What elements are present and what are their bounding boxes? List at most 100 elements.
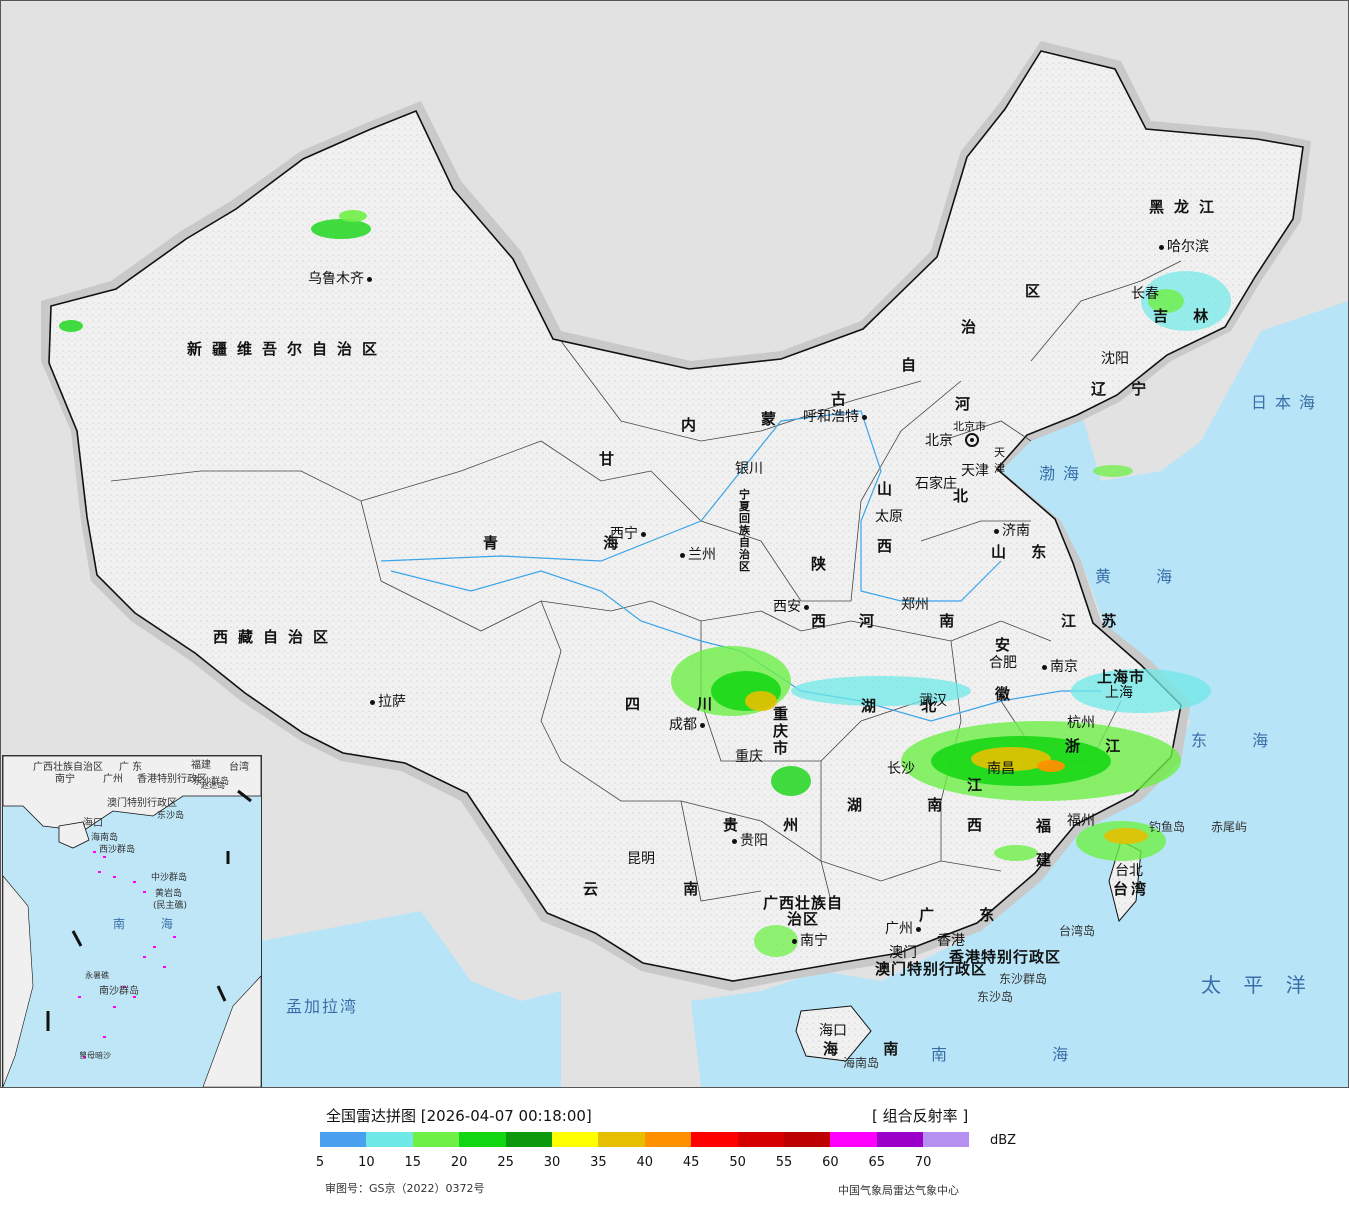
inset-canvas: [3, 756, 261, 1087]
city-label: 沈阳: [1101, 351, 1129, 367]
city-harbin[interactable]: 哈尔滨: [1156, 239, 1209, 255]
city-dot: [1042, 664, 1047, 670]
city-beijing[interactable]: 北京: [925, 433, 953, 449]
city-dot: [641, 531, 646, 537]
city-changsha[interactable]: 长沙: [887, 761, 915, 777]
radar-echoes: [59, 210, 1231, 957]
city-urumqi[interactable]: 乌鲁木齐: [308, 271, 375, 287]
city-xian[interactable]: 西安: [773, 599, 812, 615]
city-zhengzhou[interactable]: 郑州: [901, 597, 929, 613]
inset-label-dongsha-island: 东沙岛: [157, 811, 185, 821]
province-jilin: 吉 林: [1153, 307, 1219, 325]
province-hk: 香港特别行政区: [949, 948, 1062, 966]
legend-credit: 中国气象局雷达气象中心: [838, 1184, 959, 1197]
province-neimenggu-2: 蒙: [761, 410, 787, 428]
city-taipei[interactable]: 台北: [1115, 863, 1143, 879]
map-canvas: [41, 41, 1348, 1087]
city-wuhan[interactable]: 武汉: [919, 693, 947, 709]
city-dot: [862, 414, 867, 420]
province-yunnan: 云 南: [583, 880, 739, 898]
radar-map[interactable]: 新疆维吾尔自治区 西藏自治区 青 海 甘 内 蒙 古 自 治 区 黑龙江 吉 林…: [0, 0, 1349, 1088]
city-label: 石家庄: [915, 476, 957, 492]
city-label: 哈尔滨: [1167, 239, 1209, 255]
city-haikou[interactable]: 海口: [819, 1023, 847, 1039]
legend-tick: 60: [822, 1155, 839, 1170]
city-changchun[interactable]: 长春: [1131, 286, 1159, 302]
city-nanjing[interactable]: 南京: [1039, 659, 1078, 675]
inset-label-taiwan: 台湾: [229, 762, 249, 773]
city-lhasa[interactable]: 拉萨: [367, 694, 406, 710]
city-label: 太原: [875, 509, 903, 525]
city-label: 天津: [961, 463, 989, 479]
province-shanghai: 上海市: [1097, 668, 1146, 686]
color-swatch: [598, 1132, 645, 1147]
city-label: 海口: [819, 1023, 847, 1039]
city-hohhot[interactable]: 呼和浩特: [803, 409, 870, 425]
color-swatch: [876, 1132, 924, 1147]
province-macau: 澳门特别行政区: [875, 960, 988, 978]
city-hangzhou[interactable]: 杭州: [1067, 715, 1095, 731]
city-tianjin[interactable]: 天津: [961, 463, 989, 479]
city-hongkong[interactable]: 香港: [937, 933, 965, 949]
color-swatch: [320, 1132, 367, 1147]
city-label: 南京: [1050, 659, 1078, 675]
city-jinan[interactable]: 济南: [991, 523, 1030, 539]
city-xining[interactable]: 西宁: [610, 526, 649, 542]
city-shijiazhuang[interactable]: 石家庄: [915, 476, 957, 492]
color-swatch: [412, 1132, 460, 1147]
city-taiyuan[interactable]: 太原: [875, 509, 903, 525]
city-kunming[interactable]: 昆明: [627, 851, 655, 867]
color-swatch: [644, 1132, 692, 1147]
city-shenyang[interactable]: 沈阳: [1101, 351, 1129, 367]
south-sea-inset[interactable]: 广西壮族自治区 南宁 广 东 广州 福建 台湾 香港特别行政区 澳门特别行政区 …: [2, 755, 262, 1087]
island-hainan: 海南岛: [843, 1056, 880, 1070]
province-guizhou: 贵 州: [723, 816, 819, 834]
province-shaanxi-1: 陕: [811, 555, 837, 573]
city-yinchuan[interactable]: 银川: [735, 461, 763, 477]
legend-tick: 40: [636, 1155, 654, 1170]
island-dongsha: 东沙岛: [977, 990, 1014, 1004]
city-label: 成都: [669, 717, 697, 733]
city-nanning[interactable]: 南宁: [789, 933, 828, 949]
city-label: 南宁: [800, 933, 828, 949]
hainan-shape: [795, 1005, 872, 1062]
province-tianjin: 天津: [994, 446, 1005, 475]
province-jiangxi-1: 江: [967, 776, 993, 794]
city-label: 长沙: [887, 761, 915, 777]
city-guiyang[interactable]: 贵阳: [729, 833, 768, 849]
legend-tick: 70: [914, 1155, 932, 1170]
city-label: 广州: [885, 921, 913, 937]
city-label: 呼和浩特: [803, 409, 859, 425]
city-chongqing[interactable]: 重庆: [735, 749, 763, 765]
city-label: 南昌: [987, 761, 1015, 777]
city-label: 西宁: [610, 526, 638, 542]
inset-label-zhaoshu: 赵述岛: [201, 781, 225, 790]
city-shanghai[interactable]: 上海: [1105, 685, 1133, 701]
city-label: 福州: [1067, 813, 1095, 829]
inset-label-huangyan: 黄岩岛: [155, 889, 183, 899]
city-hefei[interactable]: 合肥: [989, 655, 1017, 671]
legend: 全国雷达拼图 [2026-04-07 00:18:00] [ 组合反射率 ] d…: [0, 1088, 1349, 1208]
city-label: 杭州: [1067, 715, 1095, 731]
city-nanchang[interactable]: 南昌: [987, 761, 1015, 777]
city-dot: [1159, 244, 1164, 250]
inset-label-nanning: 南宁: [55, 774, 75, 785]
island-dongsha-qundao: 东沙群岛: [999, 972, 1048, 986]
city-label: 银川: [735, 461, 763, 477]
city-guangzhou[interactable]: 广州: [885, 921, 924, 937]
province-jiangsu: 江 苏: [1061, 612, 1127, 630]
city-lanzhou[interactable]: 兰州: [677, 547, 716, 563]
inset-label-zhongsha: 中沙群岛: [151, 873, 188, 883]
province-jiangxi-2: 西: [967, 816, 993, 834]
province-hunan: 湖 南: [847, 796, 973, 814]
city-label: 北京: [925, 433, 953, 449]
legend-unit: dBZ: [990, 1133, 1017, 1148]
city-macao[interactable]: 澳门: [889, 945, 917, 961]
city-label: 重庆: [735, 749, 763, 765]
province-xizang: 西藏自治区: [213, 628, 339, 646]
legend-approval: 审图号：GS京（2022）0372号: [325, 1182, 485, 1195]
city-fuzhou[interactable]: 福州: [1067, 813, 1095, 829]
city-chengdu[interactable]: 成都: [669, 717, 708, 733]
inset-label-zengmu: 曾母暗沙: [79, 1051, 111, 1060]
city-label: 澳门: [889, 945, 917, 961]
